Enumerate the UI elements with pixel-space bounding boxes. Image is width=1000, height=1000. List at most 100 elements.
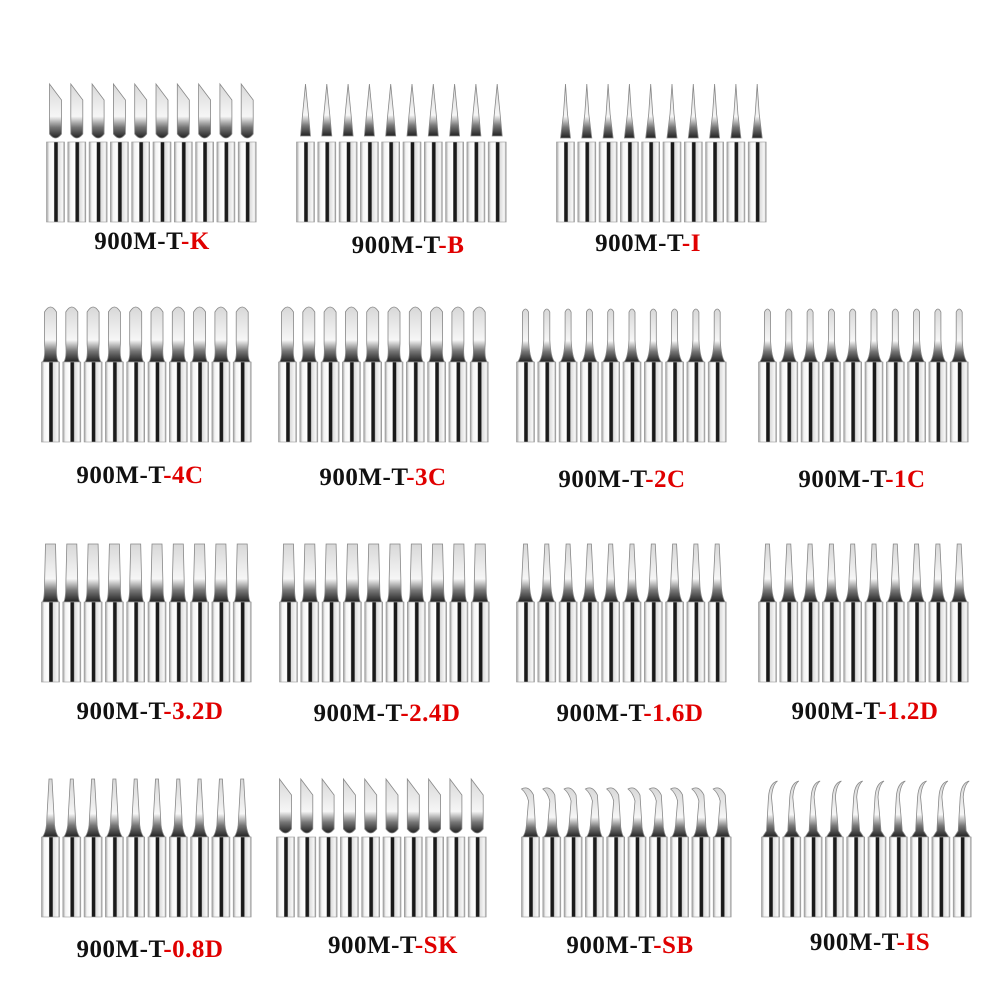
model-label: 900M-T-4C	[76, 462, 203, 490]
soldering-tip	[404, 777, 423, 918]
soldering-tip	[338, 83, 358, 223]
soldering-tip	[83, 778, 103, 918]
soldering-tips-image	[758, 308, 969, 443]
soldering-tip	[190, 306, 209, 443]
model-label: 900M-T-K	[94, 228, 210, 256]
soldering-tip	[382, 777, 402, 918]
soldering-tip	[340, 777, 359, 918]
soldering-tip	[563, 787, 583, 918]
soldering-tip	[843, 543, 862, 683]
soldering-tip	[131, 82, 150, 223]
model-label: 900M-T-2.4D	[314, 700, 461, 728]
model-label: 900M-T-2C	[558, 466, 685, 494]
soldering-tip	[62, 543, 82, 683]
soldering-tip	[800, 308, 820, 443]
soldering-tip	[276, 777, 295, 918]
model-suffix: -SB	[653, 932, 694, 959]
model-prefix: 900M-T	[351, 232, 439, 259]
soldering-tip	[147, 306, 167, 443]
soldering-tip	[537, 308, 557, 443]
soldering-tip	[445, 83, 464, 223]
model-label: 900M-T-IS	[810, 929, 930, 957]
soldering-tip	[601, 308, 620, 443]
soldering-tips-image	[276, 777, 487, 918]
soldering-tip	[190, 543, 209, 683]
soldering-tip	[779, 543, 799, 683]
soldering-tip	[558, 543, 578, 683]
soldering-tip	[67, 82, 87, 223]
model-suffix: -3C	[406, 464, 447, 491]
tip-group-12d	[757, 540, 977, 685]
soldering-tip	[487, 83, 507, 223]
soldering-tip	[662, 83, 682, 223]
soldering-tip	[299, 306, 319, 443]
soldering-tip	[707, 543, 727, 683]
soldering-tip	[470, 543, 490, 683]
soldering-tip	[537, 543, 557, 683]
soldering-tip	[278, 306, 297, 443]
model-suffix: -I	[681, 230, 701, 257]
soldering-tip	[747, 83, 767, 223]
soldering-tip	[169, 306, 188, 443]
model-label: 900M-T-SB	[566, 932, 693, 960]
soldering-tips-image	[758, 543, 969, 683]
model-prefix: 900M-T	[328, 932, 415, 959]
soldering-tip	[105, 778, 124, 918]
model-label: 900M-T-0.8D	[77, 936, 224, 964]
soldering-tip	[622, 543, 642, 683]
soldering-tip	[126, 778, 145, 918]
soldering-tip	[822, 308, 841, 443]
soldering-tip	[627, 787, 647, 918]
soldering-tip	[190, 778, 209, 918]
soldering-tip	[469, 306, 489, 443]
soldering-tip	[195, 82, 214, 223]
soldering-tip	[425, 777, 444, 918]
soldering-tip	[211, 778, 231, 918]
soldering-tip	[105, 306, 124, 443]
soldering-tip	[237, 82, 257, 223]
tip-group-sb	[520, 775, 740, 920]
soldering-tip	[88, 82, 108, 223]
soldering-tip	[620, 83, 639, 223]
tip-group-08d	[40, 775, 260, 920]
soldering-tip	[580, 308, 599, 443]
soldering-tip	[126, 306, 145, 443]
soldering-tip	[110, 82, 129, 223]
model-suffix: -1C	[885, 466, 926, 493]
soldering-tip	[825, 780, 844, 918]
soldering-tip	[46, 82, 65, 223]
soldering-tip	[169, 543, 188, 683]
soldering-tip	[516, 543, 535, 683]
soldering-tip	[691, 787, 711, 918]
soldering-tip	[758, 308, 777, 443]
model-suffix: -1.6D	[643, 700, 704, 727]
model-suffix: -1.2D	[878, 698, 939, 725]
soldering-tip	[684, 83, 703, 223]
soldering-tips-image	[46, 82, 257, 223]
soldering-tip	[665, 308, 684, 443]
soldering-tip	[428, 543, 447, 683]
tip-group-4c	[40, 300, 260, 445]
model-label: 900M-T-1.2D	[792, 698, 939, 726]
model-prefix: 900M-T	[595, 230, 682, 257]
soldering-tip	[105, 543, 124, 683]
model-prefix: 900M-T	[558, 466, 646, 493]
soldering-tip	[406, 306, 425, 443]
tip-group-16d	[515, 540, 735, 685]
soldering-tip	[424, 83, 443, 223]
soldering-tip	[62, 306, 82, 443]
soldering-tip	[707, 308, 727, 443]
soldering-tip	[558, 308, 578, 443]
soldering-tip	[928, 543, 948, 683]
soldering-tip	[910, 780, 929, 918]
soldering-tip	[449, 543, 469, 683]
model-prefix: 900M-T	[94, 228, 182, 255]
soldering-tip	[169, 778, 188, 918]
soldering-tip	[402, 83, 422, 223]
soldering-tip	[928, 308, 948, 443]
soldering-tip	[886, 543, 905, 683]
soldering-tip	[317, 83, 337, 223]
soldering-tip	[41, 778, 60, 918]
soldering-tip	[321, 543, 341, 683]
soldering-tip	[580, 543, 599, 683]
